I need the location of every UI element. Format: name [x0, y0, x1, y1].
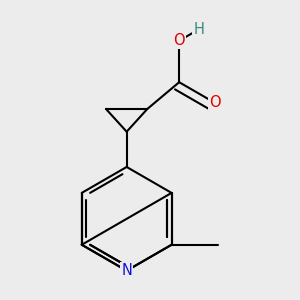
Text: O: O [209, 95, 221, 110]
Text: H: H [194, 22, 204, 37]
Text: N: N [121, 263, 132, 278]
Text: O: O [173, 33, 185, 48]
